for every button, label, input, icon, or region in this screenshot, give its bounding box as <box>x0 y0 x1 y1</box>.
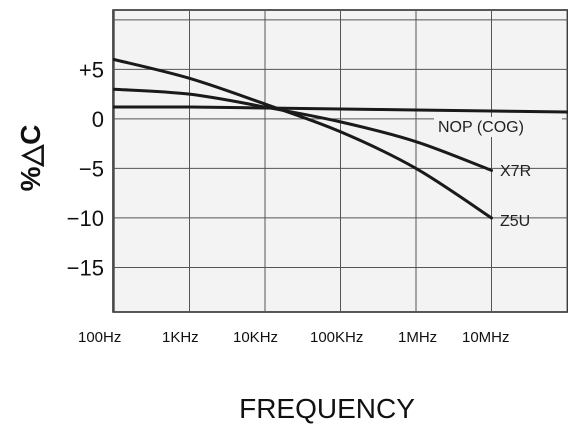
series-labels: NOP (COG) X7R Z5U <box>434 117 562 230</box>
x-tick-labels: 100Hz 1KHz 10KHz 100KHz 1MHz 10MHz <box>78 329 510 346</box>
series-layer <box>113 58 568 220</box>
label-backdrop <box>434 117 562 137</box>
x-tick-label: 100Hz <box>78 329 121 346</box>
series-label: NOP (COG) <box>438 119 524 136</box>
y-tick-labels: +5 0 −5 −10 −15 <box>67 57 104 280</box>
y-tick-label: +5 <box>79 57 104 82</box>
series-line <box>113 105 568 114</box>
x-tick-label: 10MHz <box>462 329 510 346</box>
y-tick-label: −10 <box>67 206 104 231</box>
x-axis-title: FREQUENCY <box>239 393 415 424</box>
x-tick-label: 1MHz <box>398 329 437 346</box>
series-line <box>113 58 493 220</box>
y-tick-label: −15 <box>67 255 104 280</box>
series-label: X7R <box>500 163 531 180</box>
x-tick-label: 1KHz <box>162 329 199 346</box>
x-tick-label: 100KHz <box>310 329 363 346</box>
y-tick-label: −5 <box>79 156 104 181</box>
y-axis-title: %△C <box>15 125 46 192</box>
x-tick-label: 10KHz <box>233 329 278 346</box>
series-line <box>113 87 493 172</box>
series-label: Z5U <box>500 213 530 230</box>
y-tick-label: 0 <box>92 107 104 132</box>
